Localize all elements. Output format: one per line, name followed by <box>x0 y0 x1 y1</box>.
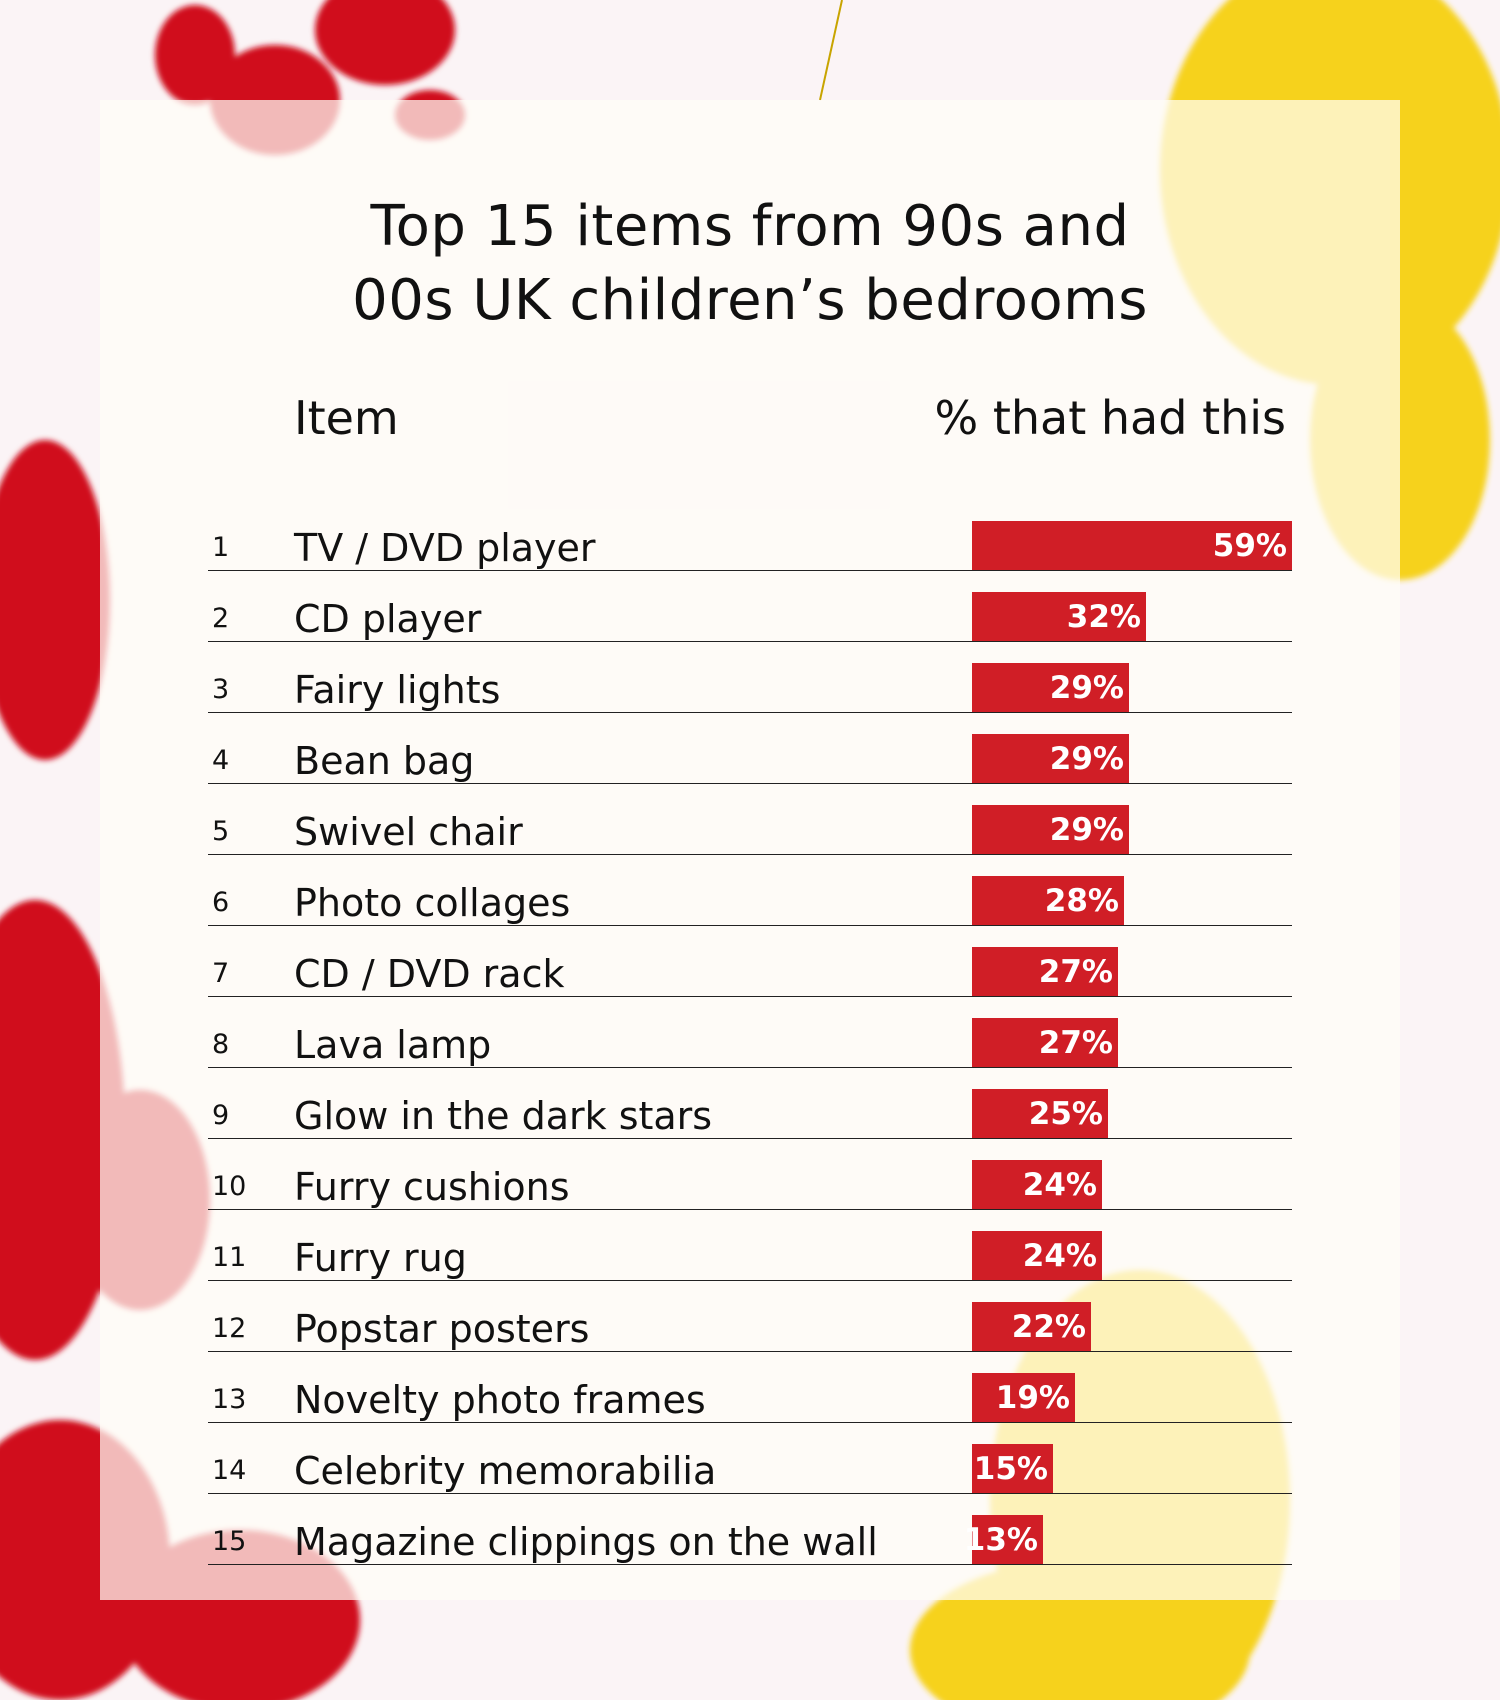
table-row: 14 Celebrity memorabilia 15% <box>208 1423 1292 1494</box>
item-label: CD player <box>294 597 482 641</box>
percent-bar: 27% <box>972 947 1118 996</box>
percent-bar: 13% <box>964 1515 1043 1564</box>
rank-number: 14 <box>212 1455 247 1486</box>
table-row: 9 Glow in the dark stars 25% <box>208 1068 1292 1139</box>
table-row: 10 Furry cushions 24% <box>208 1139 1292 1210</box>
percent-value-label: 22% <box>1011 1309 1086 1345</box>
lamp-filament <box>819 0 843 101</box>
table-row: 4 Bean bag 29% <box>208 713 1292 784</box>
table-row: 11 Furry rug 24% <box>208 1210 1292 1281</box>
percent-value-label: 29% <box>1049 741 1124 777</box>
rank-number: 15 <box>212 1526 247 1557</box>
rank-number: 3 <box>212 674 230 705</box>
percent-bar: 32% <box>972 592 1146 641</box>
percent-bar: 22% <box>972 1302 1091 1351</box>
percent-bar: 59% <box>972 521 1292 570</box>
table-row: 15 Magazine clippings on the wall 13% <box>208 1494 1292 1565</box>
title-line-2: 00s UK children’s bedrooms <box>352 268 1148 333</box>
table-row: 7 CD / DVD rack 27% <box>208 926 1292 997</box>
percent-bar: 29% <box>972 734 1129 783</box>
item-label: Lava lamp <box>294 1023 492 1067</box>
rank-number: 4 <box>212 745 230 776</box>
percent-bar: 19% <box>972 1373 1075 1422</box>
item-label: Swivel chair <box>294 810 523 854</box>
percent-value-label: 28% <box>1044 883 1119 919</box>
percent-value-label: 25% <box>1028 1096 1103 1132</box>
rank-number: 7 <box>212 958 230 989</box>
column-header-item: Item <box>294 391 399 445</box>
percent-value-label: 24% <box>1022 1238 1097 1274</box>
percent-bar: 27% <box>972 1018 1118 1067</box>
percent-bar: 24% <box>972 1231 1102 1280</box>
percent-value-label: 24% <box>1022 1167 1097 1203</box>
rank-number: 12 <box>212 1313 247 1344</box>
rank-number: 13 <box>212 1384 247 1415</box>
percent-bar: 29% <box>972 663 1129 712</box>
percent-bar: 29% <box>972 805 1129 854</box>
table-row: 1 TV / DVD player 59% <box>208 500 1292 571</box>
item-label: TV / DVD player <box>294 526 596 570</box>
table-row: 2 CD player 32% <box>208 571 1292 642</box>
percent-value-label: 59% <box>1212 528 1287 564</box>
item-label: Popstar posters <box>294 1307 590 1351</box>
chart-title: Top 15 items from 90s and 00s UK childre… <box>0 190 1500 338</box>
item-label: CD / DVD rack <box>294 952 565 996</box>
rank-number: 8 <box>212 1029 230 1060</box>
item-label: Glow in the dark stars <box>294 1094 713 1138</box>
rank-number: 1 <box>212 532 230 563</box>
table-row: 12 Popstar posters 22% <box>208 1281 1292 1352</box>
item-label: Furry cushions <box>294 1165 570 1209</box>
table-row: 5 Swivel chair 29% <box>208 784 1292 855</box>
percent-value-label: 13% <box>963 1522 1038 1558</box>
item-label: Furry rug <box>294 1236 467 1280</box>
rank-number: 2 <box>212 603 230 634</box>
item-label: Bean bag <box>294 739 475 783</box>
item-label: Magazine clippings on the wall <box>294 1520 878 1564</box>
percent-value-label: 29% <box>1049 670 1124 706</box>
chart-card <box>100 100 1400 1600</box>
rank-number: 11 <box>212 1242 247 1273</box>
percent-bar: 24% <box>972 1160 1102 1209</box>
percent-value-label: 19% <box>995 1380 1070 1416</box>
rank-number: 10 <box>212 1171 247 1202</box>
percent-value-label: 27% <box>1038 1025 1113 1061</box>
item-label: Novelty photo frames <box>294 1378 706 1422</box>
item-label: Fairy lights <box>294 668 501 712</box>
table-row: 13 Novelty photo frames 19% <box>208 1352 1292 1423</box>
item-label: Celebrity memorabilia <box>294 1449 717 1493</box>
item-label: Photo collages <box>294 881 571 925</box>
percent-value-label: 32% <box>1066 599 1141 635</box>
rank-number: 9 <box>212 1100 230 1131</box>
rank-number: 6 <box>212 887 230 918</box>
table-row: 8 Lava lamp 27% <box>208 997 1292 1068</box>
percent-value-label: 15% <box>973 1451 1048 1487</box>
percent-bar: 28% <box>972 876 1124 925</box>
title-line-1: Top 15 items from 90s and <box>370 194 1130 259</box>
percent-value-label: 29% <box>1049 812 1124 848</box>
table-row: 3 Fairy lights 29% <box>208 642 1292 713</box>
ranking-table: 1 TV / DVD player 59% 2 CD player 32% 3 Fairy l… <box>208 500 1292 1565</box>
percent-bar: 25% <box>972 1089 1108 1138</box>
table-row: 6 Photo collages 28% <box>208 855 1292 926</box>
percent-value-label: 27% <box>1038 954 1113 990</box>
percent-bar: 15% <box>972 1444 1053 1493</box>
column-header-percent: % that had this <box>934 391 1286 445</box>
rank-number: 5 <box>212 816 230 847</box>
